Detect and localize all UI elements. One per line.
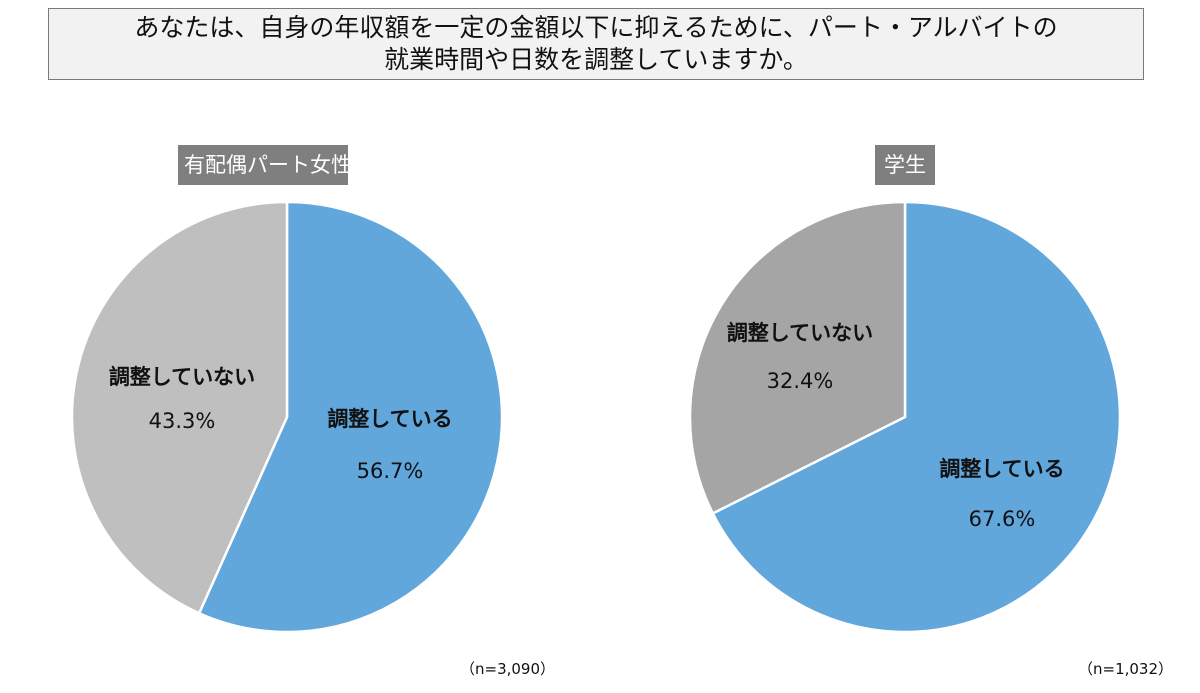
pie-slice-adjusting (711, 200, 1122, 634)
chart-title-line-2: 就業時間や日数を調整していますか。 (384, 45, 808, 74)
slice-value-adjusting: 56.7% (357, 459, 424, 483)
pie-svg: 調整している 67.6% 調整していない 32.4% (688, 200, 1122, 634)
chart-title-line-1: あなたは、自身の年収額を一定の金額以下に抑えるために、パート・アルバイトの (134, 13, 1058, 42)
slice-label-adjusting: 調整している (327, 407, 452, 431)
slice-label-not-adjusting: 調整していない (727, 321, 873, 345)
slice-value-not-adjusting: 32.4% (767, 369, 834, 393)
chart-title-box: あなたは、自身の年収額を一定の金額以下に抑えるために、パート・アルバイトの 就業… (48, 8, 1144, 80)
pie-slices (688, 200, 1122, 634)
pie-slice-adjusting (197, 200, 504, 634)
pie-slice-not-adjusting (688, 200, 907, 516)
pie-svg: 調整している 56.7% 調整していない 43.3% (70, 200, 504, 634)
slice-label-adjusting: 調整している (939, 457, 1064, 481)
sample-size-label: （n=1,032） (1078, 660, 1174, 678)
pie-slices (70, 200, 504, 634)
pie-group-label: 有配偶パート女性 (178, 145, 352, 185)
pie-group-label: 学生 (875, 145, 935, 185)
pie-chart-students: 学生 調整している 67.6% 調整していない 32.4% （n=1,032） (600, 140, 1200, 693)
slice-label-not-adjusting: 調整していない (109, 365, 255, 389)
pie-slice-not-adjusting (70, 200, 289, 615)
slice-value-adjusting: 67.6% (969, 507, 1036, 531)
pie-chart-married-part-time-women: 有配偶パート女性 調整している 56.7% 調整していない 43.3% （n=3… (0, 140, 600, 693)
sample-size-label: （n=3,090） (460, 660, 556, 678)
slice-value-not-adjusting: 43.3% (149, 409, 216, 433)
